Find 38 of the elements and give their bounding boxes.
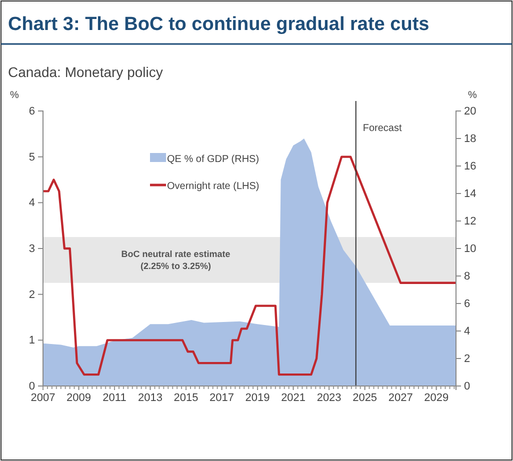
x-tick-label: 2023	[316, 392, 342, 404]
y2-tick-label: 12	[464, 216, 476, 228]
x-tick-label: 2029	[424, 392, 449, 404]
chart-title: Chart 3: The BoC to continue gradual rate cuts	[8, 14, 430, 35]
y-tick-label: 0	[28, 380, 35, 393]
x-tick-label: 2009	[66, 392, 91, 404]
y-axis-title: %	[10, 90, 19, 101]
x-tick-label: 2019	[245, 392, 270, 404]
x-tick-label: 2013	[138, 392, 163, 404]
y2-tick-label: 8	[464, 270, 470, 283]
x-tick-label: 2007	[30, 392, 56, 404]
y-tick-label: 4	[28, 197, 35, 210]
x-tick-label: 2025	[352, 392, 378, 404]
y2-tick-label: 2	[464, 353, 470, 366]
y-tick-label: 3	[28, 243, 35, 256]
y2-tick-label: 20	[464, 106, 476, 118]
x-tick-label: 2017	[210, 392, 234, 404]
y2-tick-label: 16	[464, 160, 476, 173]
y-tick-label: 6	[28, 106, 35, 118]
ref-line-label: Forecast	[362, 123, 402, 134]
y2-tick-label: 10	[464, 243, 476, 256]
y2-axis-title: %	[468, 90, 477, 101]
x-tick-label: 2015	[174, 392, 198, 404]
legend-label: Overnight rate (LHS)	[167, 181, 260, 192]
y2-tick-label: 14	[464, 188, 476, 200]
y2-tick-label: 18	[464, 133, 476, 146]
y-tick-label: 1	[28, 334, 35, 347]
y-tick-label: 5	[28, 151, 35, 164]
x-tick-label: 2027	[388, 392, 413, 404]
legend-label: QE % of GDP (RHS)	[167, 154, 260, 165]
y2-tick-label: 6	[464, 298, 470, 310]
y2-tick-label: 4	[464, 326, 470, 338]
y2-tick-label: 0	[464, 380, 470, 393]
y-tick-label: 2	[28, 288, 35, 301]
band-label: BoC neutral rate estimate (2.25% to 3.25%)	[121, 248, 230, 271]
x-tick-label: 2011	[102, 392, 126, 404]
x-tick-label: 2021	[281, 392, 306, 404]
chart-subtitle: Canada: Monetary policy	[8, 64, 163, 80]
